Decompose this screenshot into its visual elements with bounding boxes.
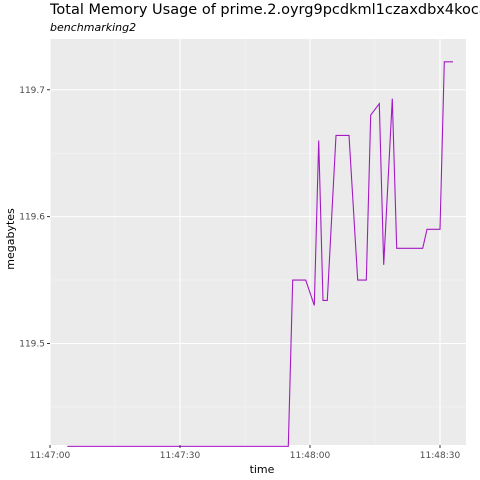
y-tick-label: 119.5 <box>19 340 45 350</box>
y-tick-label: 119.6 <box>19 213 45 223</box>
axis-ticks: 11:47:00 11:47:30 11:48:00 11:48:30 119.5 119… <box>19 86 460 461</box>
x-tick-label: 11:48:30 <box>420 451 461 461</box>
plot-panel <box>50 39 466 445</box>
x-tick-label: 11:47:00 <box>30 451 71 461</box>
y-axis-title: megabytes <box>4 208 17 270</box>
x-axis-title: time <box>250 463 275 476</box>
chart-title: Total Memory Usage of prime.2.oyrg9pcdkm… <box>50 2 480 18</box>
x-tick-label: 11:48:00 <box>290 451 331 461</box>
x-tick-label: 11:47:30 <box>160 451 201 461</box>
major-gridlines <box>49 39 466 445</box>
series-line <box>67 61 453 447</box>
chart-subtitle: benchmarking2 <box>50 21 137 34</box>
minor-gridlines <box>50 39 466 445</box>
y-tick-label: 119.7 <box>19 86 45 96</box>
